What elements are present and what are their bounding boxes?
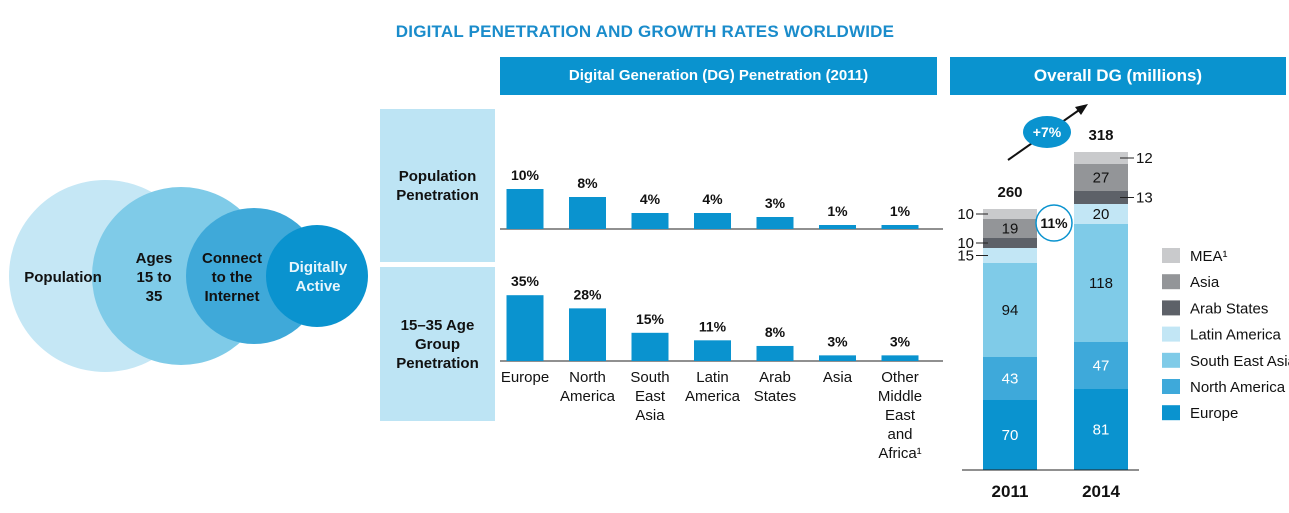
segment-label-2011-2: 94 — [1002, 302, 1019, 319]
stack-2011-5 — [983, 219, 1037, 238]
bar-age-4 — [756, 345, 794, 361]
row-label-population: Population Penetration — [380, 109, 495, 262]
penetration-header: Digital Generation (DG) Penetration (201… — [500, 57, 937, 95]
bar-age-0 — [506, 295, 544, 361]
bar-pop-0 — [506, 189, 544, 229]
stack-2014-3 — [1074, 204, 1128, 224]
stack-2014-4 — [1074, 191, 1128, 204]
legend-swatch-5 — [1162, 379, 1180, 394]
venn-circle-3 — [266, 225, 368, 327]
bar-pop-2 — [631, 213, 669, 229]
stack-2014-1 — [1074, 342, 1128, 389]
category-label-0: Europe — [501, 369, 549, 386]
growth-bubble — [1023, 116, 1071, 148]
legend-label-5: North America — [1190, 379, 1286, 396]
stack-2011-4 — [983, 238, 1037, 248]
stack-2011-1 — [983, 357, 1037, 400]
overall-dg-chart: 7043941926020118147118202731820141010151… — [957, 104, 1289, 501]
bar-pop-5 — [819, 225, 856, 229]
stack-2014-5 — [1074, 164, 1128, 191]
bar-pop-1 — [569, 197, 606, 229]
bar-label-pop-6: 1% — [890, 203, 911, 219]
segment-label-2014-0: 81 — [1093, 422, 1110, 439]
venn-label-ages: Ages 15 to 35 — [136, 250, 173, 305]
bar-label-pop-5: 1% — [827, 203, 848, 219]
category-label-2: South East Asia — [630, 369, 669, 424]
bar-age-2 — [631, 332, 669, 361]
venn-diagram: Population Ages 15 to 35 Connect to the Intern… — [9, 180, 368, 372]
bar-label-age-1: 28% — [573, 286, 602, 302]
legend-label-4: South East Asia — [1190, 353, 1289, 370]
legend-swatch-3 — [1162, 326, 1180, 342]
total-2011: 260 — [997, 184, 1022, 201]
segment-label-2011-1: 43 — [1002, 371, 1019, 388]
bar-label-pop-4: 3% — [765, 195, 786, 211]
legend-label-2: Arab States — [1190, 300, 1268, 317]
bar-label-age-0: 35% — [511, 273, 540, 289]
segment-label-2014-2: 118 — [1089, 275, 1113, 292]
bar-age-3 — [694, 340, 731, 361]
total-2014: 318 — [1088, 127, 1113, 144]
bar-pop-6 — [881, 225, 919, 229]
category-label-5: Asia — [823, 369, 853, 386]
penetration-chart: 10% 8% 4% 4% 3% 1% 1% 35% 28% 15% 11% 8% 3% 3% Europe N… — [500, 167, 943, 462]
stack-2011-6 — [983, 209, 1037, 219]
bar-label-age-4: 8% — [765, 324, 786, 340]
segment-label-2014-5: 27 — [1093, 170, 1110, 187]
legend-swatch-1 — [1162, 274, 1180, 290]
stack-2014-6 — [1074, 152, 1128, 164]
legend-label-0: MEA¹ — [1190, 248, 1228, 265]
side-label-2011-6: 10 — [957, 206, 974, 223]
category-label-6: Other Middle East and Africa¹ — [878, 369, 922, 462]
legend-label-6: Europe — [1190, 405, 1238, 422]
side-label-2011-3: 15 — [957, 248, 974, 265]
category-label-4: Arab States — [754, 369, 797, 405]
growth-label: +7% — [1033, 124, 1062, 140]
venn-label-internet: Connect to the Internet — [202, 250, 262, 305]
share-circle — [1035, 204, 1073, 242]
year-label-2014: 2014 — [1082, 482, 1120, 501]
legend-swatch-6 — [1162, 405, 1180, 421]
bar-age-6 — [881, 355, 919, 361]
bar-label-pop-2: 4% — [640, 191, 661, 207]
bar-label-pop-3: 4% — [702, 191, 723, 207]
side-label-2014-6: 12 — [1136, 150, 1153, 167]
stack-2011-3 — [983, 248, 1037, 263]
segment-label-2011-5: 19 — [1002, 221, 1019, 238]
category-label-1: North America — [560, 369, 616, 405]
bar-age-5 — [819, 355, 856, 361]
year-label-2011: 2011 — [992, 482, 1029, 501]
page-title: DIGITAL PENETRATION AND GROWTH RATES WOR… — [395, 22, 895, 41]
overall-dg-header: Overall DG (millions) — [950, 57, 1286, 95]
side-label-2014-4: 13 — [1136, 190, 1153, 207]
bar-label-age-3: 11% — [699, 318, 727, 334]
bar-age-1 — [569, 308, 606, 361]
share-label: 11% — [1040, 215, 1068, 231]
legend-label-3: Latin America — [1190, 327, 1282, 344]
legend-swatch-4 — [1162, 352, 1180, 368]
venn-label-population: Population — [24, 269, 102, 286]
bar-pop-4 — [756, 217, 794, 229]
bar-pop-3 — [694, 213, 731, 229]
category-label-3: Latin America — [685, 369, 741, 405]
segment-label-2014-1: 47 — [1093, 358, 1110, 375]
stack-2011-2 — [983, 263, 1037, 357]
venn-label-digitally-active: Digitally Active — [289, 259, 348, 295]
side-label-2011-4: 10 — [957, 235, 974, 252]
legend-swatch-2 — [1162, 300, 1180, 316]
stack-2011-0 — [983, 400, 1037, 470]
bar-label-pop-0: 10% — [511, 167, 540, 183]
bar-label-age-2: 15% — [636, 311, 665, 327]
bar-label-age-5: 3% — [827, 333, 848, 349]
stack-2014-2 — [1074, 224, 1128, 342]
legend-label-1: Asia — [1190, 274, 1220, 291]
bar-label-age-6: 3% — [890, 333, 911, 349]
segment-label-2014-3: 20 — [1093, 206, 1110, 223]
segment-label-2011-0: 70 — [1002, 427, 1019, 444]
bar-label-pop-1: 8% — [577, 175, 598, 191]
legend-swatch-0 — [1162, 248, 1180, 263]
growth-arrow-head — [1075, 104, 1088, 115]
stack-2014-0 — [1074, 389, 1128, 470]
row-label-age-group: 15–35 Age Group Penetration — [380, 267, 495, 421]
